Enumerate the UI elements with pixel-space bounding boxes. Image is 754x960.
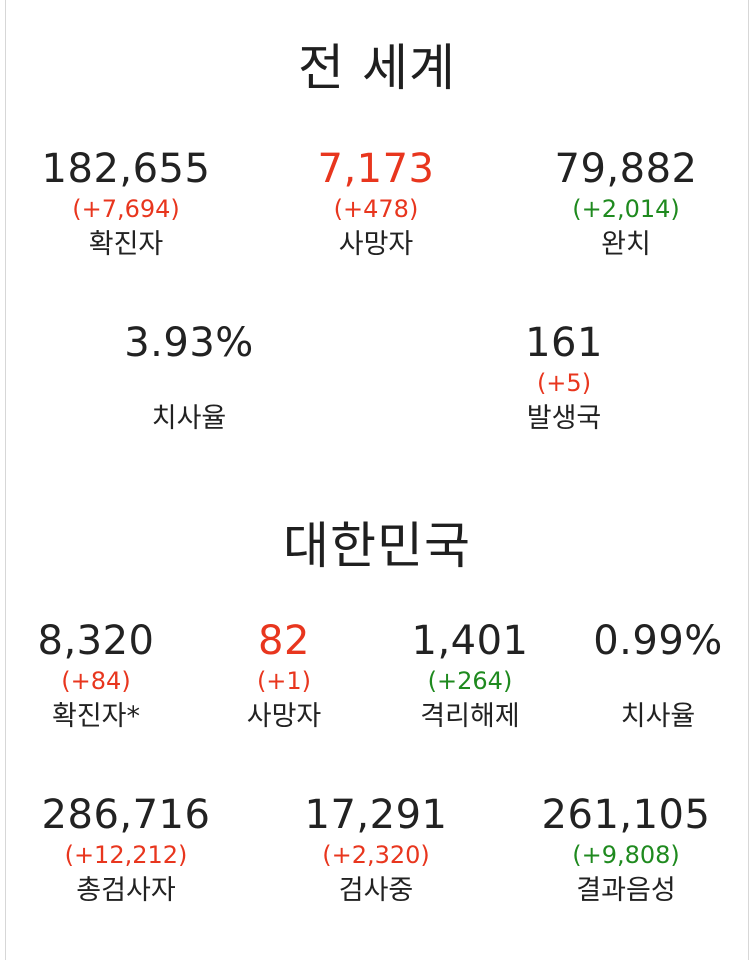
world-confirmed-change: (+7,694) — [72, 195, 180, 223]
world-deaths-label: 사망자 — [338, 229, 414, 260]
world-countries-change: (+5) — [536, 369, 592, 397]
world-recovered-change: (+2,014) — [572, 195, 680, 223]
korea-total-tested-stat: 286,716 (+12,212) 총검사자 — [42, 792, 211, 908]
korea-released-stat: 1,401 (+264) 격리해제 — [411, 618, 528, 734]
world-countries-value: 161 — [525, 320, 603, 366]
korea-testing-label: 검사중 — [338, 875, 414, 906]
world-fatality-rate-value: 3.93% — [124, 320, 254, 366]
world-fatality-rate-change — [124, 368, 254, 398]
korea-fatality-rate-change — [593, 666, 723, 696]
world-section-title: 전 세계 — [298, 39, 456, 97]
korea-confirmed-change: (+84) — [61, 667, 131, 695]
world-confirmed-stat: 182,655 (+7,694) 확진자 — [42, 146, 211, 262]
korea-testing-value: 17,291 — [304, 792, 448, 838]
world-recovered-stat: 79,882 (+2,014) 완치 — [555, 146, 698, 262]
korea-released-change: (+264) — [427, 667, 513, 695]
korea-testing-stat: 17,291 (+2,320) 검사중 — [305, 792, 448, 908]
korea-fatality-rate-value: 0.99% — [593, 618, 723, 664]
world-countries-stat: 161 (+5) 발생국 — [525, 320, 603, 436]
korea-fatality-rate-stat: 0.99% 치사율 — [593, 618, 723, 734]
world-confirmed-value: 182,655 — [41, 146, 211, 192]
korea-deaths-stat: 82 (+1) 사망자 — [247, 618, 322, 734]
world-countries-label: 발생국 — [526, 403, 602, 434]
korea-negative-value: 261,105 — [541, 792, 711, 838]
korea-deaths-change: (+1) — [256, 667, 312, 695]
world-recovered-label: 완치 — [601, 229, 651, 260]
korea-released-label: 격리해제 — [420, 701, 520, 732]
world-recovered-value: 79,882 — [554, 146, 698, 192]
korea-released-value: 1,401 — [411, 618, 529, 664]
frame-right-edge — [748, 0, 749, 960]
world-deaths-value: 7,173 — [317, 146, 435, 192]
korea-deaths-value: 82 — [258, 618, 310, 664]
korea-confirmed-stat: 8,320 (+84) 확진자* — [37, 618, 154, 734]
world-deaths-change: (+478) — [333, 195, 419, 223]
korea-confirmed-value: 8,320 — [37, 618, 155, 664]
korea-negative-label: 결과음성 — [576, 875, 676, 906]
world-fatality-rate-label: 치사율 — [151, 403, 227, 434]
korea-total-tested-change: (+12,212) — [64, 841, 188, 869]
korea-fatality-rate-label: 치사율 — [620, 701, 696, 732]
korea-deaths-label: 사망자 — [246, 701, 322, 732]
korea-testing-change: (+2,320) — [322, 841, 430, 869]
world-confirmed-label: 확진자 — [88, 229, 164, 260]
frame-left-edge — [5, 0, 6, 960]
world-deaths-stat: 7,173 (+478) 사망자 — [317, 146, 434, 262]
korea-negative-stat: 261,105 (+9,808) 결과음성 — [542, 792, 711, 908]
korea-negative-change: (+9,808) — [572, 841, 680, 869]
korea-confirmed-label: 확진자* — [51, 701, 141, 732]
korea-section-title: 대한민국 — [283, 517, 471, 575]
korea-total-tested-label: 총검사자 — [76, 875, 176, 906]
world-fatality-rate-stat: 3.93% 치사율 — [124, 320, 254, 436]
korea-total-tested-value: 286,716 — [41, 792, 211, 838]
